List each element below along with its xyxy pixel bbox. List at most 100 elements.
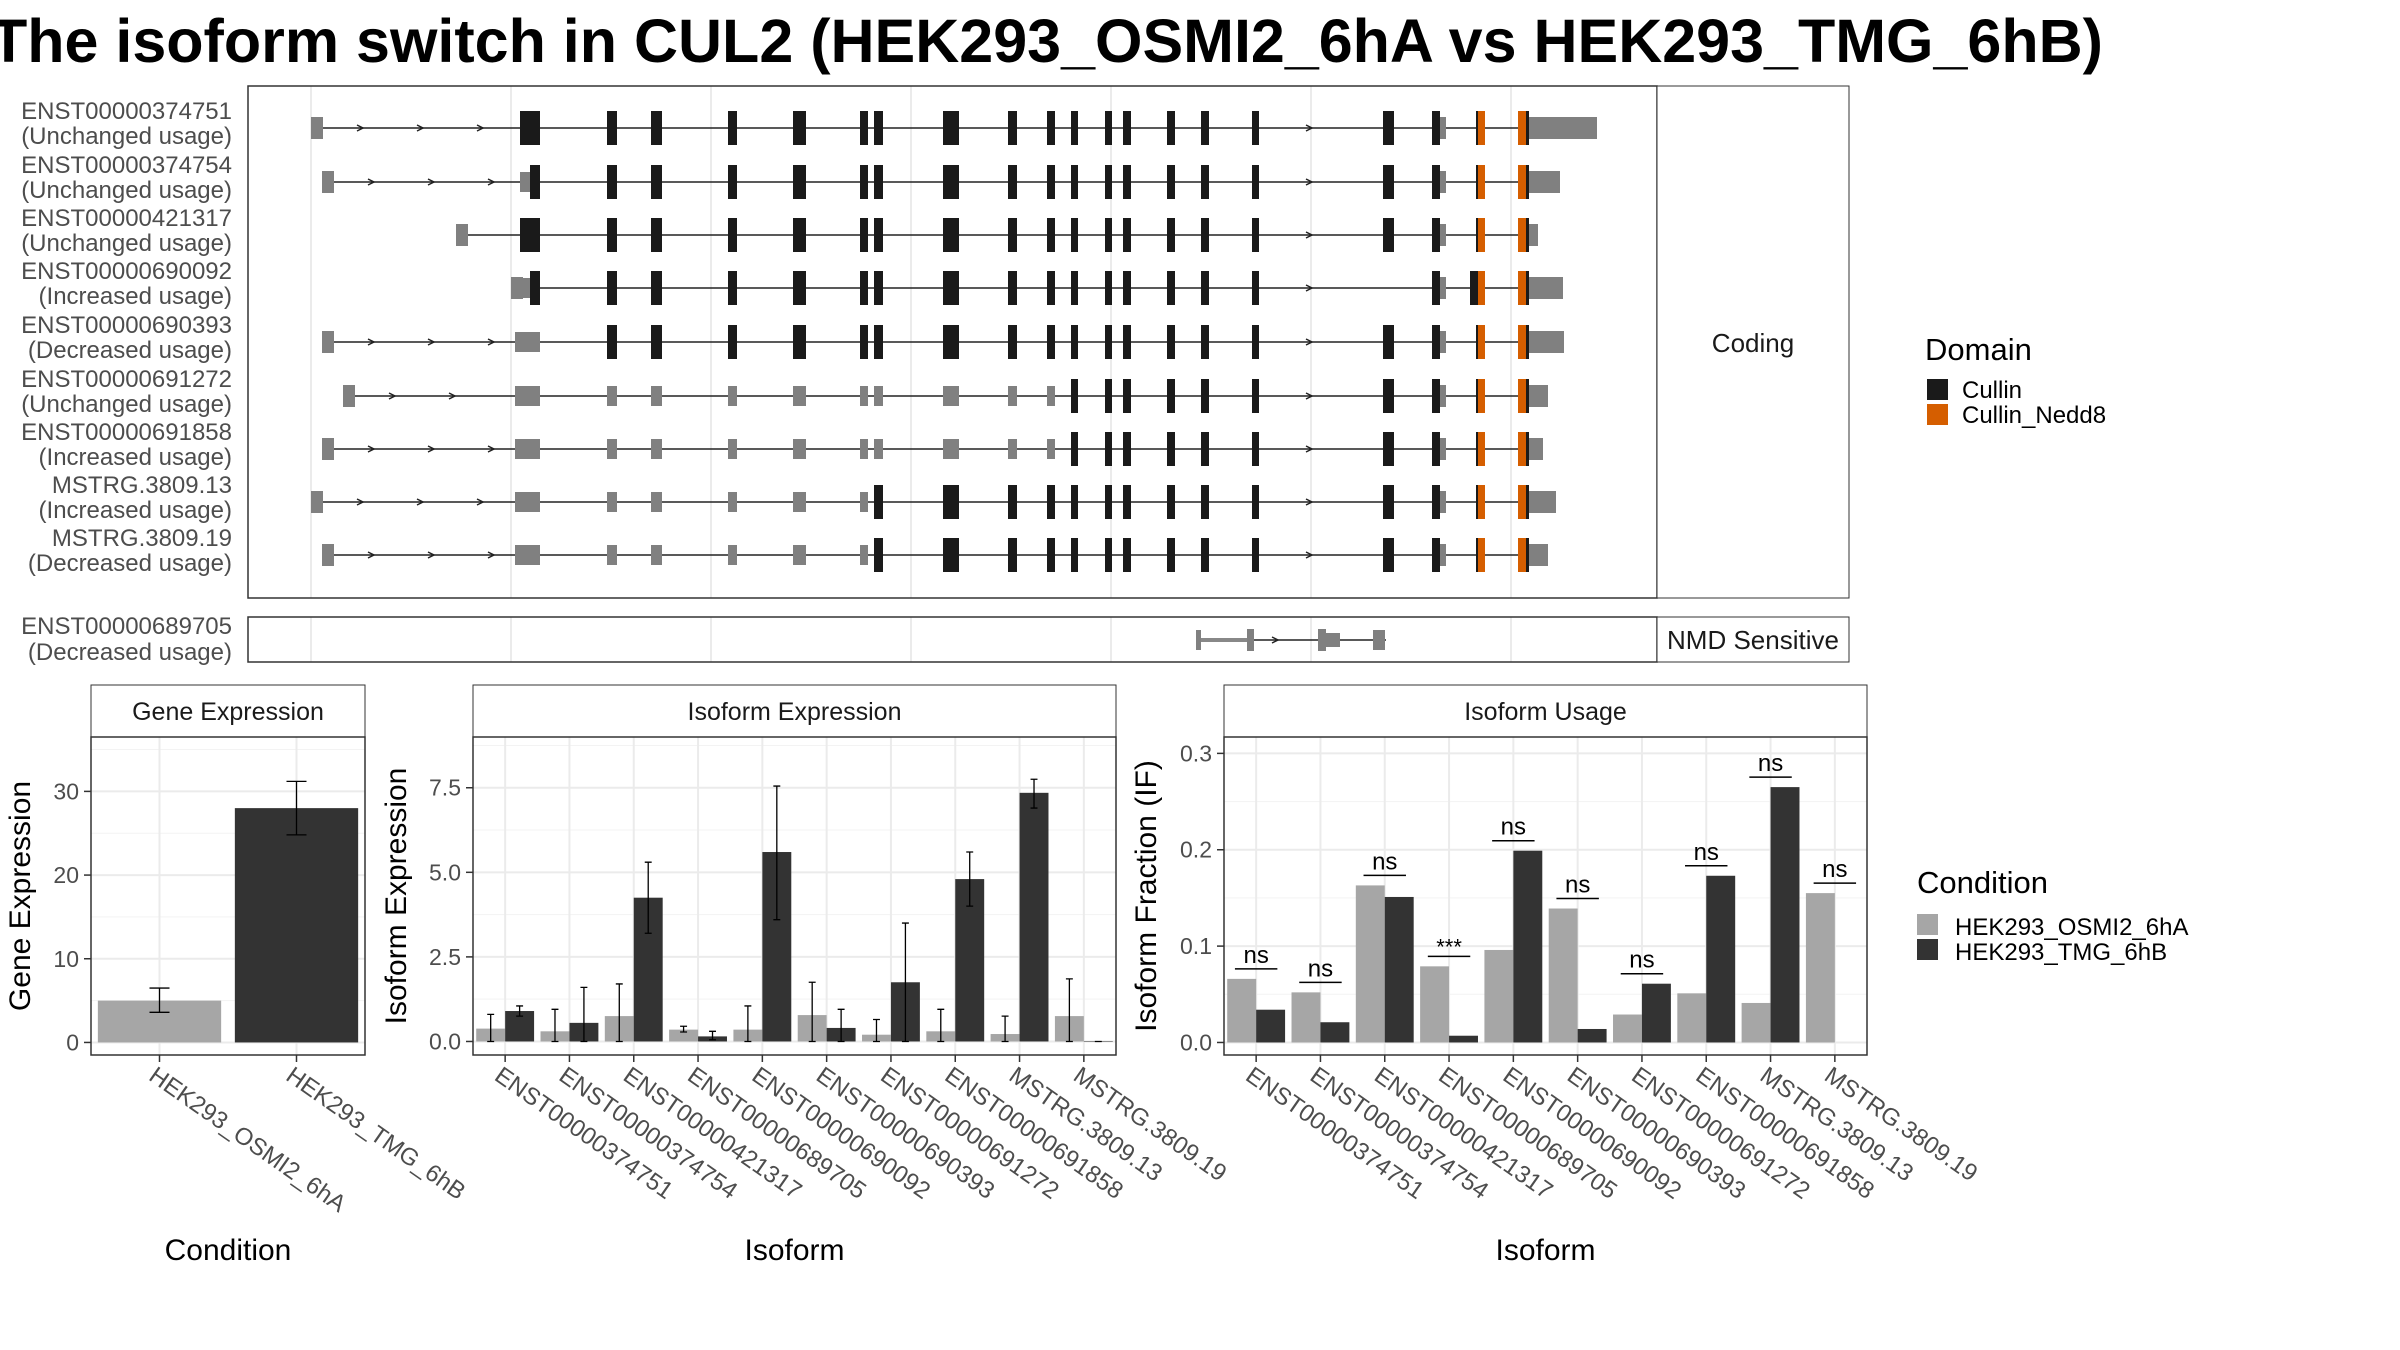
exon-cullin	[1476, 485, 1478, 519]
exon-cullin	[1105, 218, 1112, 252]
exon-cullin	[1167, 432, 1175, 466]
transcript-usage-label: (Decreased usage)	[28, 639, 232, 666]
condition-legend-key	[1917, 914, 1938, 935]
error-bar	[773, 785, 781, 921]
exon-cullin	[1167, 111, 1175, 145]
significance-label: ns	[1372, 848, 1397, 875]
error-bar	[808, 981, 816, 1043]
exon-noncoding	[322, 438, 334, 460]
exon-utr	[1529, 385, 1548, 407]
error-bar	[1001, 1015, 1009, 1043]
exon-noncoding	[1440, 277, 1446, 299]
bar	[1484, 949, 1514, 1043]
intron-arrow	[487, 178, 496, 186]
exon-utr	[1529, 171, 1560, 193]
exon-cullin	[1432, 271, 1440, 305]
exon-cullin	[1526, 111, 1529, 145]
error-bar	[1030, 778, 1038, 809]
exon-cullin	[1123, 218, 1131, 252]
exon-cullin	[1476, 111, 1478, 145]
exon-cullin	[1252, 218, 1259, 252]
transcript-id-label: MSTRG.3809.13	[52, 472, 232, 499]
exon-noncoding	[860, 386, 868, 406]
exon-noncoding	[1440, 331, 1446, 353]
exon-cullin	[1201, 485, 1209, 519]
exon-cullin	[1123, 271, 1131, 305]
exon-cullin	[874, 325, 883, 359]
exon-cullin	[607, 111, 617, 145]
exon-utr	[1529, 544, 1548, 566]
y-tick-label: 0.0	[429, 1028, 461, 1054]
exon-cullin	[1526, 271, 1529, 305]
exon-noncoding	[651, 492, 662, 512]
significance-label: ns	[1501, 814, 1526, 841]
exon-noncoding	[793, 439, 806, 459]
intron-arrow	[367, 445, 376, 453]
exon-noncoding	[1047, 386, 1055, 406]
exon-cullin	[1071, 379, 1078, 413]
exon-cullin	[943, 485, 959, 519]
exon-noncoding	[651, 386, 662, 406]
exon-noncoding	[1440, 544, 1446, 566]
exon-cullin	[530, 218, 540, 252]
exon-noncoding	[530, 332, 540, 352]
exon-cullin	[793, 325, 806, 359]
y-tick-label: 0.2	[1180, 837, 1212, 863]
exon-utr	[1529, 224, 1538, 246]
exon-cullin-nedd8	[1518, 271, 1526, 305]
exon-noncoding	[1047, 439, 1055, 459]
exon-noncoding	[1326, 633, 1340, 647]
transcript-usage-label: (Unchanged usage)	[21, 123, 232, 150]
exon-cullin	[1047, 271, 1055, 305]
intron-arrow	[367, 178, 376, 186]
exon-cullin	[1201, 218, 1209, 252]
exon-cullin	[1105, 432, 1112, 466]
error-bar	[709, 1030, 716, 1041]
intron-arrow	[388, 392, 397, 400]
exon-cullin	[1526, 165, 1529, 199]
exon-cullin	[1526, 485, 1529, 519]
exon-cullin	[1008, 485, 1017, 519]
exon-cullin	[1123, 111, 1131, 145]
intron-arrow	[416, 498, 425, 506]
bar	[1741, 1002, 1771, 1043]
error-bar	[837, 1008, 845, 1043]
condition-legend-title: Condition	[1917, 865, 2048, 900]
x-axis-title: Condition	[165, 1234, 292, 1267]
exon-cullin	[1432, 218, 1440, 252]
exon-cullin	[943, 271, 959, 305]
bar	[1019, 792, 1049, 1042]
exon-cullin	[1526, 218, 1529, 252]
exon-noncoding	[343, 385, 355, 407]
exon-cullin	[1167, 485, 1175, 519]
bar	[1613, 1014, 1642, 1043]
exon-cullin	[874, 538, 883, 572]
exon-cullin-nedd8	[1477, 165, 1485, 199]
exon-noncoding	[1440, 385, 1446, 407]
exon-cullin	[1252, 325, 1259, 359]
y-tick-label: 0.3	[1180, 740, 1212, 766]
exon-cullin	[530, 271, 540, 305]
intron-arrow	[367, 338, 376, 346]
significance-label: ns	[1822, 856, 1847, 883]
exon-noncoding	[728, 492, 737, 512]
error-bar	[901, 922, 909, 1043]
exon-cullin	[1383, 165, 1394, 199]
exon-cullin	[1047, 538, 1055, 572]
exon-cullin	[1432, 485, 1440, 519]
exon-cullin	[1167, 165, 1175, 199]
exon-cullin	[874, 271, 883, 305]
exon-cullin	[1201, 325, 1209, 359]
error-bar	[551, 1008, 559, 1043]
transcript-usage-label: (Increased usage)	[39, 497, 232, 524]
x-axis-title: Isoform	[1495, 1234, 1595, 1267]
exon-cullin	[1071, 325, 1078, 359]
exon-cullin-nedd8	[1477, 379, 1485, 413]
intron-arrow	[1305, 284, 1314, 292]
exon-noncoding	[1008, 439, 1017, 459]
panel-frame	[90, 736, 366, 1056]
bar	[1256, 1009, 1286, 1043]
exon-cullin	[943, 325, 959, 359]
exon-cullin	[1105, 111, 1112, 145]
exon-cullin	[1105, 485, 1112, 519]
